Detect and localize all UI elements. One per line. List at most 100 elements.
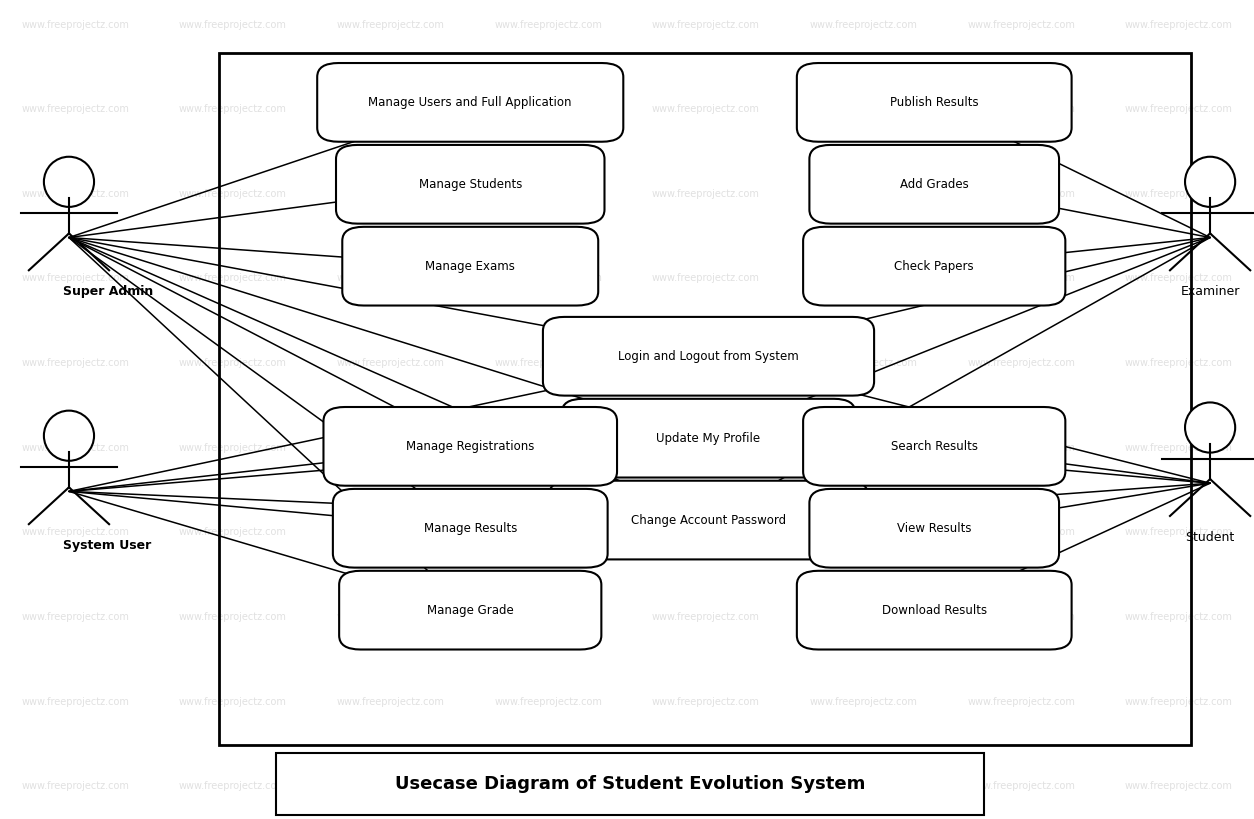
Text: www.freeprojectz.com: www.freeprojectz.com	[810, 443, 918, 453]
Text: www.freeprojectz.com: www.freeprojectz.com	[179, 274, 287, 283]
Text: www.freeprojectz.com: www.freeprojectz.com	[336, 104, 444, 114]
Text: www.freeprojectz.com: www.freeprojectz.com	[179, 358, 287, 368]
Text: www.freeprojectz.com: www.freeprojectz.com	[810, 104, 918, 114]
FancyBboxPatch shape	[336, 145, 604, 224]
Text: www.freeprojectz.com: www.freeprojectz.com	[21, 358, 129, 368]
Text: www.freeprojectz.com: www.freeprojectz.com	[21, 274, 129, 283]
Text: www.freeprojectz.com: www.freeprojectz.com	[1125, 697, 1233, 707]
Text: Login and Logout from System: Login and Logout from System	[618, 350, 799, 363]
Text: www.freeprojectz.com: www.freeprojectz.com	[494, 274, 602, 283]
Text: www.freeprojectz.com: www.freeprojectz.com	[494, 527, 602, 537]
Text: www.freeprojectz.com: www.freeprojectz.com	[179, 612, 287, 622]
Text: www.freeprojectz.com: www.freeprojectz.com	[336, 781, 444, 791]
Text: www.freeprojectz.com: www.freeprojectz.com	[652, 104, 760, 114]
FancyBboxPatch shape	[332, 489, 608, 568]
Text: www.freeprojectz.com: www.freeprojectz.com	[1125, 612, 1233, 622]
FancyBboxPatch shape	[803, 407, 1066, 486]
Text: Add Grades: Add Grades	[900, 178, 968, 191]
Text: www.freeprojectz.com: www.freeprojectz.com	[179, 781, 287, 791]
Text: www.freeprojectz.com: www.freeprojectz.com	[810, 358, 918, 368]
Text: Manage Results: Manage Results	[424, 522, 517, 535]
Text: www.freeprojectz.com: www.freeprojectz.com	[21, 612, 129, 622]
FancyBboxPatch shape	[549, 481, 868, 559]
Text: www.freeprojectz.com: www.freeprojectz.com	[1125, 104, 1233, 114]
Text: www.freeprojectz.com: www.freeprojectz.com	[652, 274, 760, 283]
Text: www.freeprojectz.com: www.freeprojectz.com	[494, 443, 602, 453]
Text: www.freeprojectz.com: www.freeprojectz.com	[494, 697, 602, 707]
Text: www.freeprojectz.com: www.freeprojectz.com	[494, 20, 602, 29]
Text: www.freeprojectz.com: www.freeprojectz.com	[652, 443, 760, 453]
Text: Manage Exams: Manage Exams	[425, 260, 515, 273]
Text: Usecase Diagram of Student Evolution System: Usecase Diagram of Student Evolution Sys…	[395, 776, 865, 793]
Text: www.freeprojectz.com: www.freeprojectz.com	[494, 358, 602, 368]
Text: www.freeprojectz.com: www.freeprojectz.com	[652, 20, 760, 29]
Text: www.freeprojectz.com: www.freeprojectz.com	[810, 697, 918, 707]
Bar	[276, 753, 984, 815]
Text: www.freeprojectz.com: www.freeprojectz.com	[652, 527, 760, 537]
FancyBboxPatch shape	[796, 63, 1072, 142]
FancyBboxPatch shape	[543, 317, 874, 396]
Text: www.freeprojectz.com: www.freeprojectz.com	[179, 189, 287, 199]
Text: www.freeprojectz.com: www.freeprojectz.com	[967, 274, 1075, 283]
Text: www.freeprojectz.com: www.freeprojectz.com	[336, 527, 444, 537]
FancyBboxPatch shape	[317, 63, 623, 142]
Text: System User: System User	[63, 539, 150, 552]
Text: www.freeprojectz.com: www.freeprojectz.com	[1125, 189, 1233, 199]
Ellipse shape	[1185, 402, 1235, 453]
Text: www.freeprojectz.com: www.freeprojectz.com	[21, 527, 129, 537]
Text: www.freeprojectz.com: www.freeprojectz.com	[336, 358, 444, 368]
Text: www.freeprojectz.com: www.freeprojectz.com	[967, 189, 1075, 199]
FancyBboxPatch shape	[339, 571, 602, 649]
Text: www.freeprojectz.com: www.freeprojectz.com	[967, 443, 1075, 453]
Ellipse shape	[44, 156, 94, 207]
Text: www.freeprojectz.com: www.freeprojectz.com	[336, 274, 444, 283]
Text: Change Account Password: Change Account Password	[631, 514, 786, 527]
Text: www.freeprojectz.com: www.freeprojectz.com	[810, 274, 918, 283]
Text: www.freeprojectz.com: www.freeprojectz.com	[494, 189, 602, 199]
Text: www.freeprojectz.com: www.freeprojectz.com	[179, 104, 287, 114]
Text: Update My Profile: Update My Profile	[656, 432, 761, 445]
Text: www.freeprojectz.com: www.freeprojectz.com	[1125, 781, 1233, 791]
Text: www.freeprojectz.com: www.freeprojectz.com	[179, 20, 287, 29]
Text: www.freeprojectz.com: www.freeprojectz.com	[21, 189, 129, 199]
FancyBboxPatch shape	[796, 571, 1072, 649]
FancyBboxPatch shape	[342, 227, 598, 305]
Text: Download Results: Download Results	[882, 604, 987, 617]
Text: www.freeprojectz.com: www.freeprojectz.com	[1125, 443, 1233, 453]
Text: www.freeprojectz.com: www.freeprojectz.com	[336, 697, 444, 707]
Text: Student: Student	[1185, 531, 1235, 544]
Text: www.freeprojectz.com: www.freeprojectz.com	[21, 697, 129, 707]
FancyBboxPatch shape	[324, 407, 617, 486]
Text: Manage Grade: Manage Grade	[426, 604, 514, 617]
Text: www.freeprojectz.com: www.freeprojectz.com	[21, 443, 129, 453]
Text: www.freeprojectz.com: www.freeprojectz.com	[810, 20, 918, 29]
Text: www.freeprojectz.com: www.freeprojectz.com	[336, 443, 444, 453]
Text: www.freeprojectz.com: www.freeprojectz.com	[652, 358, 760, 368]
Ellipse shape	[1185, 156, 1235, 207]
Text: www.freeprojectz.com: www.freeprojectz.com	[652, 189, 760, 199]
Text: Check Papers: Check Papers	[894, 260, 974, 273]
Text: www.freeprojectz.com: www.freeprojectz.com	[967, 20, 1075, 29]
Text: www.freeprojectz.com: www.freeprojectz.com	[1125, 20, 1233, 29]
Text: www.freeprojectz.com: www.freeprojectz.com	[179, 527, 287, 537]
Text: www.freeprojectz.com: www.freeprojectz.com	[336, 189, 444, 199]
Text: www.freeprojectz.com: www.freeprojectz.com	[967, 358, 1075, 368]
Text: Manage Registrations: Manage Registrations	[406, 440, 534, 453]
Text: View Results: View Results	[897, 522, 972, 535]
Text: Manage Students: Manage Students	[419, 178, 522, 191]
Text: www.freeprojectz.com: www.freeprojectz.com	[810, 612, 918, 622]
Text: www.freeprojectz.com: www.freeprojectz.com	[1125, 358, 1233, 368]
FancyBboxPatch shape	[809, 145, 1060, 224]
Text: www.freeprojectz.com: www.freeprojectz.com	[1125, 527, 1233, 537]
Text: Examiner: Examiner	[1180, 285, 1240, 298]
Text: www.freeprojectz.com: www.freeprojectz.com	[494, 104, 602, 114]
Text: www.freeprojectz.com: www.freeprojectz.com	[21, 20, 129, 29]
Text: www.freeprojectz.com: www.freeprojectz.com	[810, 781, 918, 791]
FancyBboxPatch shape	[562, 399, 855, 477]
Text: www.freeprojectz.com: www.freeprojectz.com	[810, 527, 918, 537]
Text: www.freeprojectz.com: www.freeprojectz.com	[21, 104, 129, 114]
FancyBboxPatch shape	[803, 227, 1066, 305]
Text: www.freeprojectz.com: www.freeprojectz.com	[967, 612, 1075, 622]
Text: www.freeprojectz.com: www.freeprojectz.com	[652, 781, 760, 791]
Text: www.freeprojectz.com: www.freeprojectz.com	[336, 612, 444, 622]
